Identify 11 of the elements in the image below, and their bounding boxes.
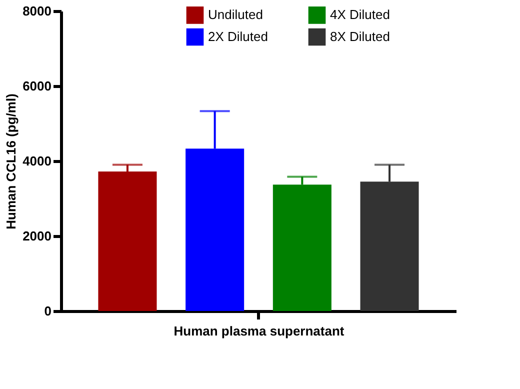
y-axis-title: Human CCL16 (pg/ml) xyxy=(4,94,19,230)
legend-label: 4X Diluted xyxy=(330,7,390,22)
y-tick-label: 8000 xyxy=(22,4,52,18)
y-tick-label: 4000 xyxy=(22,154,52,168)
legend-label: 2X Diluted xyxy=(208,29,268,44)
x-axis-title: Human plasma supernatant xyxy=(174,324,345,338)
y-tick-label: 0 xyxy=(44,304,52,318)
y-tick-label: 6000 xyxy=(22,78,52,94)
legend-label: Undiluted xyxy=(208,7,263,22)
legend-label: 8X Diluted xyxy=(330,29,390,44)
y-tick-label: 2000 xyxy=(22,228,52,244)
